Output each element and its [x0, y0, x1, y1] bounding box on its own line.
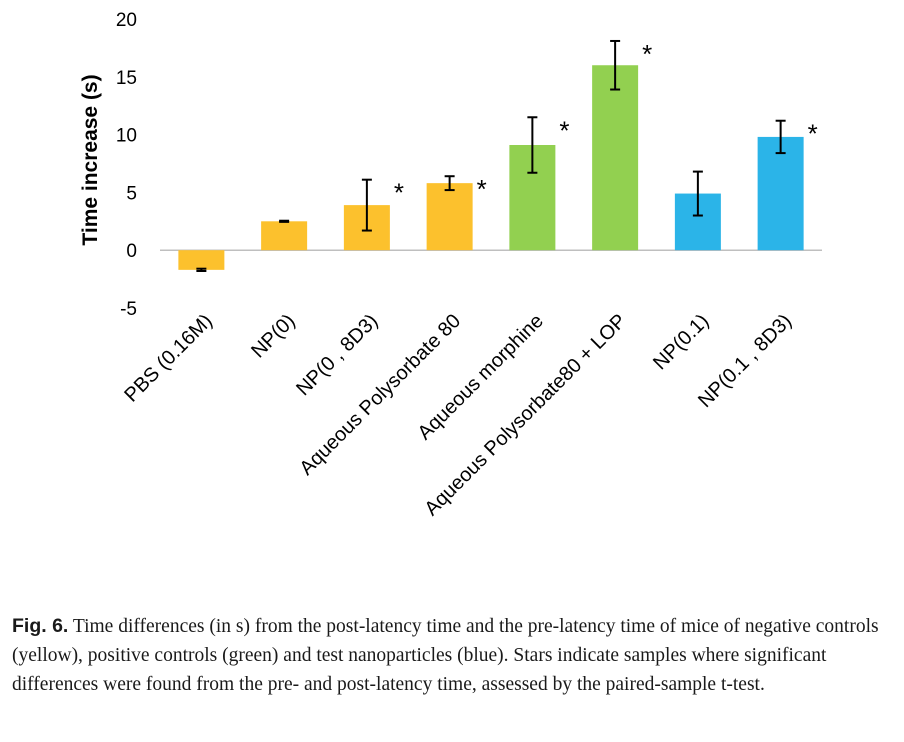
- error-bar-1: [279, 219, 290, 223]
- significance-star-4: *: [559, 115, 569, 145]
- significance-star-2: *: [394, 178, 404, 208]
- y-tick-label-5: 20: [116, 10, 137, 31]
- bar-1: [261, 221, 308, 251]
- bar-5: [592, 65, 639, 251]
- error-bar-7: [775, 119, 786, 155]
- y-tick-label-1: 0: [126, 241, 137, 262]
- bar-3: [426, 183, 473, 251]
- bar-chart: -5 0 5 10 15 20 Time increase (s) * * * * * PBS (…: [79, 10, 822, 520]
- error-bar-0: [196, 267, 207, 273]
- category-labels: PBS (0.16M) NP(0)NP(0 , 8D3)Aqueous Polys…: [120, 310, 796, 520]
- category-label-0: PBS (0.16M): [120, 310, 217, 407]
- y-tick-label-2: 5: [126, 183, 137, 204]
- figure-label: Fig. 6.: [12, 615, 69, 637]
- y-tick-label-4: 15: [116, 68, 137, 89]
- category-label-2: NP(0 , 8D3): [292, 310, 382, 400]
- error-bar-3: [444, 175, 455, 192]
- y-axis-title: Time increase (s): [79, 74, 102, 245]
- error-bar-2: [361, 178, 372, 232]
- significance-star-5: *: [642, 39, 652, 69]
- caption-text: Time differences (in s) from the post-la…: [12, 616, 879, 695]
- bar-0: [178, 250, 225, 270]
- error-bar-4: [527, 116, 538, 174]
- bars-layer: * * * * *: [178, 39, 818, 273]
- y-tick-label-0: -5: [120, 299, 137, 320]
- category-label-3: Aqueous Polysorbate 80: [295, 310, 465, 480]
- error-bar-5: [610, 39, 621, 91]
- bar-7: [757, 136, 804, 251]
- significance-star-3: *: [477, 174, 487, 204]
- y-axis: -5 0 5 10 15 20: [116, 10, 137, 320]
- figure-caption: Fig. 6. Time differences (in s) from the…: [12, 612, 896, 699]
- category-label-1: NP(0): [247, 310, 299, 362]
- category-label-6: NP(0.1): [649, 310, 713, 374]
- significance-star-7: *: [808, 119, 818, 149]
- error-bar-6: [692, 170, 703, 217]
- y-tick-label-3: 10: [116, 126, 137, 147]
